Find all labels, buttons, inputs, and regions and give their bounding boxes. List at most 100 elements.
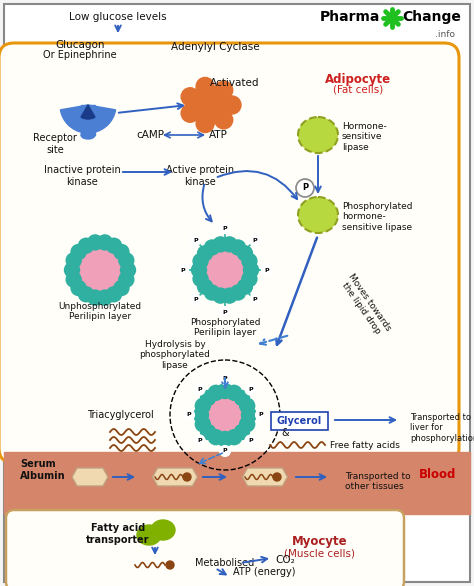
Circle shape [201,424,216,440]
Circle shape [66,272,81,287]
Text: Glucagon: Glucagon [55,40,105,50]
Text: Myocyte: Myocyte [292,535,348,548]
Circle shape [235,390,249,406]
Circle shape [245,384,256,395]
Circle shape [71,244,86,260]
Polygon shape [153,468,198,486]
Text: Or Epinephrine: Or Epinephrine [43,50,117,60]
Circle shape [208,430,223,445]
Bar [81,105,95,135]
Circle shape [193,407,209,423]
Text: .info: .info [435,30,455,39]
Text: CO₂: CO₂ [275,555,295,565]
Circle shape [273,473,281,481]
Text: P: P [223,448,228,454]
Circle shape [97,290,112,305]
Circle shape [88,290,103,305]
Circle shape [166,561,174,569]
Circle shape [79,239,93,253]
Circle shape [196,114,214,132]
Circle shape [241,407,256,423]
Circle shape [262,264,273,275]
Text: Adenylyl Cyclase: Adenylyl Cyclase [171,42,259,52]
Circle shape [88,235,103,250]
Text: Active protein
kinase: Active protein kinase [166,165,234,186]
Circle shape [177,264,189,275]
Text: Transported to
liver for
phosphorylation: Transported to liver for phosphorylation [410,413,474,443]
Circle shape [249,294,260,305]
Text: Pharma: Pharma [320,10,380,24]
Text: (Muscle cells): (Muscle cells) [284,548,356,558]
Text: Change: Change [402,10,461,24]
Text: cAMP: cAMP [136,130,164,140]
Circle shape [219,306,230,318]
Circle shape [195,417,210,432]
Text: P: P [197,387,202,392]
Text: Triacyglycerol: Triacyglycerol [87,410,154,420]
Text: P: P [187,413,191,417]
FancyBboxPatch shape [4,4,470,582]
Circle shape [204,240,219,255]
Circle shape [183,410,194,421]
Circle shape [71,281,86,295]
Circle shape [193,271,208,287]
Wedge shape [60,105,88,132]
Circle shape [201,390,216,406]
Text: P: P [252,238,257,243]
Circle shape [120,263,136,278]
Circle shape [114,244,129,260]
Text: (Fat cells): (Fat cells) [333,84,383,94]
Circle shape [230,240,246,255]
FancyBboxPatch shape [6,510,404,586]
Text: Fatty acid
transporter: Fatty acid transporter [86,523,150,544]
Text: P: P [248,438,253,443]
Text: Moves towards
the lipid drop: Moves towards the lipid drop [337,272,392,338]
Text: P: P [264,267,269,272]
Circle shape [198,279,212,294]
Circle shape [213,288,228,303]
Circle shape [194,384,205,395]
Circle shape [227,386,242,400]
Circle shape [195,398,210,413]
Circle shape [107,239,121,253]
Text: Hormone-
sensitive
lipase: Hormone- sensitive lipase [342,122,387,152]
Circle shape [219,223,230,233]
Circle shape [255,410,266,421]
Circle shape [240,417,255,432]
Text: ATP: ATP [209,130,228,140]
Circle shape [196,77,214,96]
Text: P: P [248,387,253,392]
Circle shape [235,424,249,440]
Circle shape [119,272,134,287]
Circle shape [183,473,191,481]
Circle shape [181,104,199,122]
Circle shape [296,179,314,197]
Ellipse shape [151,520,175,540]
Circle shape [237,279,253,294]
Text: Adipocyte: Adipocyte [325,73,391,86]
Text: Inactive protein
kinase: Inactive protein kinase [44,165,120,186]
Circle shape [244,263,258,278]
Circle shape [204,285,219,300]
Circle shape [194,435,205,446]
Text: Transported to
other tissues: Transported to other tissues [345,472,410,492]
Text: P: P [223,376,228,381]
Circle shape [245,435,256,446]
Circle shape [227,430,242,445]
Circle shape [222,237,237,252]
Wedge shape [81,105,95,119]
Text: P: P [302,183,308,192]
Circle shape [66,253,81,268]
Ellipse shape [81,131,95,139]
Circle shape [213,237,228,252]
Circle shape [114,281,129,295]
Circle shape [215,111,233,129]
Text: P: P [193,297,198,302]
Circle shape [218,431,233,447]
Text: Phosphorylated
Perilipin layer: Phosphorylated Perilipin layer [190,318,260,338]
Circle shape [97,235,112,250]
Polygon shape [243,468,288,486]
Text: P: P [259,413,264,417]
Circle shape [205,250,245,290]
Circle shape [215,81,233,99]
